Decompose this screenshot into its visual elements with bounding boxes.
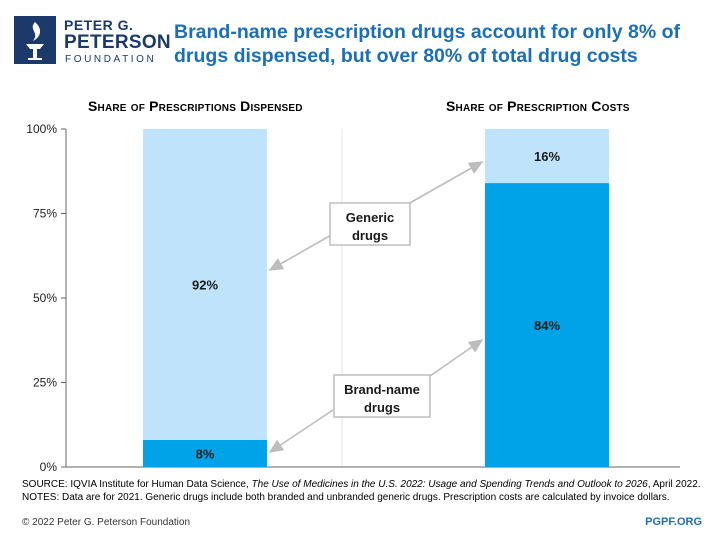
source-title: The Use of Medicines in the U.S. 2022: U… xyxy=(251,479,648,490)
generic-callout-line: Generic xyxy=(346,210,394,225)
logo-text-line1: PETER G. xyxy=(64,17,134,33)
logo[interactable]: PETER G. PETERSON FOUNDATION xyxy=(14,16,171,66)
brand-callout-line: drugs xyxy=(364,400,400,415)
chart-title: Brand-name prescription drugs account fo… xyxy=(174,21,680,67)
source-notes: SOURCE: IQVIA Institute for Human Data S… xyxy=(22,479,712,504)
data-label-brand-1: 84% xyxy=(534,318,560,333)
brand-arrow-right xyxy=(429,339,484,377)
data-label-generic-0: 92% xyxy=(192,277,218,292)
source-prefix: SOURCE: IQVIA Institute for Human Data S… xyxy=(22,479,252,490)
y-tick-label: 75% xyxy=(33,207,57,221)
y-tick-label: 100% xyxy=(26,122,57,136)
logo-text-line2: PETERSON xyxy=(64,32,171,53)
bar-generic-0 xyxy=(143,129,267,440)
source-suffix: , April 2022. xyxy=(647,479,701,490)
data-label-brand-0: 8% xyxy=(196,446,215,461)
logo-text-line3: FOUNDATION xyxy=(65,54,157,65)
bar-generic-1 xyxy=(485,129,609,184)
torch-icon xyxy=(14,16,56,64)
generic-arrow-left xyxy=(268,233,334,271)
stacked-bar-chart: 0% 25% 50% 75% 100% 8% 92% 84% 16% Generic drugs Br… xyxy=(26,122,680,474)
y-tick-label: 25% xyxy=(33,376,57,390)
brand-arrow-left xyxy=(268,409,334,453)
panel-title-dispensed: Share of Prescriptions Dispensed xyxy=(88,98,303,114)
generic-callout-box xyxy=(329,202,411,246)
site-link[interactable]: PGPF.ORG xyxy=(645,516,702,528)
source-text: SOURCE: IQVIA Institute for Human Data S… xyxy=(22,479,712,492)
y-tick-label: 50% xyxy=(33,291,57,305)
generic-callout-line: drugs xyxy=(352,228,388,243)
data-label-generic-1: 16% xyxy=(534,149,560,164)
brand-callout-box xyxy=(333,374,431,418)
notes-text: NOTES: Data are for 2021. Generic drugs … xyxy=(22,491,670,503)
panel-title-costs: Share of Prescription Costs xyxy=(446,98,630,114)
generic-arrow-right xyxy=(407,161,484,205)
brand-callout-line: Brand-name xyxy=(344,382,420,397)
bar-brand-0 xyxy=(143,439,267,467)
y-tick-label: 0% xyxy=(40,460,58,474)
bar-brand-1 xyxy=(485,183,609,467)
copyright: © 2022 Peter G. Peterson Foundation xyxy=(22,517,191,528)
